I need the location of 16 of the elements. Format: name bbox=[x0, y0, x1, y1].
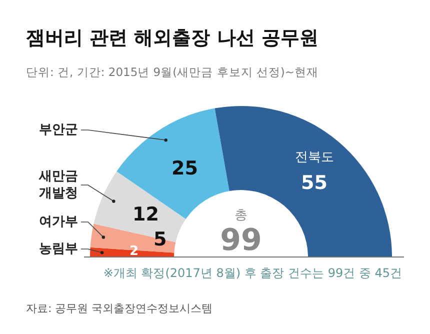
data-label: 2 bbox=[130, 244, 139, 259]
data-label: 55 bbox=[301, 172, 328, 194]
data-label: 25 bbox=[172, 158, 198, 180]
slice-label: 전북도 bbox=[294, 150, 334, 166]
data-label: 12 bbox=[132, 203, 159, 226]
text: 자료: 공무원 국외출장연수정보시스템 bbox=[26, 302, 213, 315]
slice-label: 여가부 bbox=[39, 214, 78, 230]
slice-label: 농림부 bbox=[39, 242, 78, 257]
chart-subtitle: 단위: 건, 기간: 2015년 9월(새만금 후보지 선정)~현재 bbox=[26, 65, 319, 79]
slice-label: 새만금개발청 bbox=[38, 169, 78, 202]
data-label: 5 bbox=[153, 228, 167, 250]
chart-title: 잼버리 관련 해외출장 나선 공무원 bbox=[26, 27, 318, 49]
text: 99 bbox=[220, 223, 262, 258]
text: ※개최 확정(2017년 8월) 후 출장 건수는 99건 중 45건 bbox=[103, 266, 402, 280]
text: 총 bbox=[234, 208, 248, 223]
slice-label: 부안군 bbox=[39, 122, 78, 138]
